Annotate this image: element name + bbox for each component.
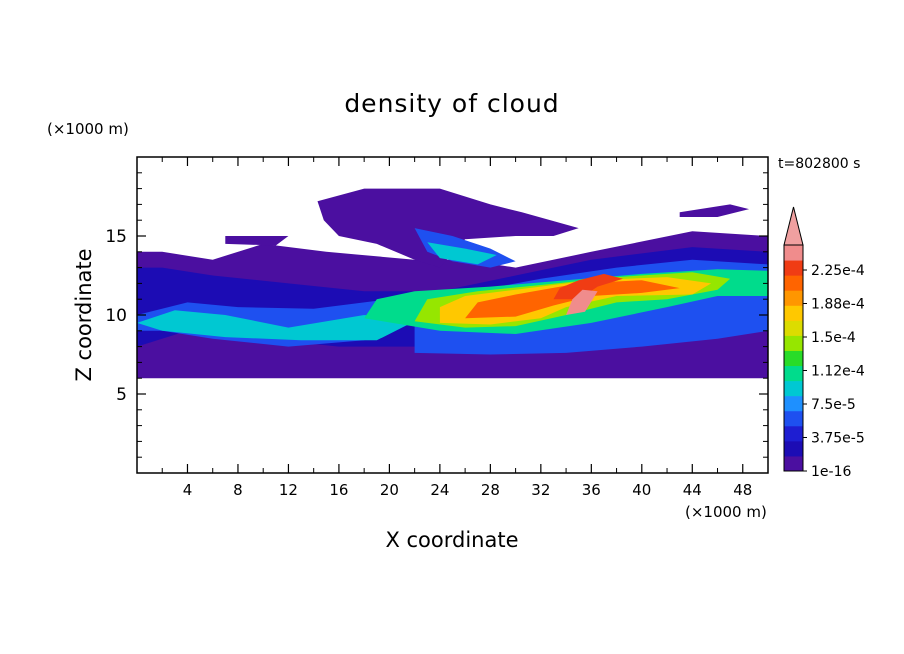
colorbar-swatch bbox=[784, 245, 803, 261]
colorbar-swatch bbox=[784, 350, 803, 367]
x-tick-label: 48 bbox=[733, 481, 752, 499]
colorbar-swatch bbox=[784, 290, 803, 306]
cloud-region bbox=[137, 310, 415, 341]
cloud-region bbox=[225, 236, 289, 246]
colorbar-label: 1.12e-4 bbox=[811, 364, 865, 380]
x-tick-label: 16 bbox=[329, 481, 348, 499]
colorbar-swatch bbox=[784, 320, 803, 336]
y-tick-label: 5 bbox=[116, 385, 127, 405]
colorbar-swatch bbox=[784, 365, 803, 382]
y-axis: 5 10 15 bbox=[105, 172, 768, 458]
cloud-region bbox=[566, 289, 598, 315]
colorbar-label: 3.75e-5 bbox=[811, 431, 865, 447]
x-tick-label: 4 bbox=[183, 481, 193, 499]
colorbar-swatch bbox=[784, 425, 803, 442]
colorbar-label: 2.25e-4 bbox=[811, 263, 865, 279]
x-unit-label: (×1000 m) bbox=[685, 503, 767, 521]
x-tick-label: 8 bbox=[233, 481, 243, 499]
colorbar-swatch bbox=[784, 380, 803, 397]
cloud-region bbox=[427, 242, 497, 265]
x-tick-label: 24 bbox=[430, 481, 449, 499]
colorbar-label: 7.5e-5 bbox=[811, 397, 856, 413]
y-tick-label: 15 bbox=[105, 227, 127, 247]
colorbar-swatch bbox=[784, 395, 803, 412]
x-axis: 4 8 12 16 20 24 28 32 36 40 44 48 bbox=[161, 157, 752, 499]
colorbar-swatch bbox=[784, 455, 803, 472]
x-tick-label: 36 bbox=[582, 481, 601, 499]
x-tick-label: 20 bbox=[380, 481, 399, 499]
y-tick-label: 10 bbox=[105, 306, 127, 326]
colorbar-extend-triangle bbox=[783, 206, 804, 246]
x-axis-label: X coordinate bbox=[385, 528, 518, 552]
x-tick-label: 32 bbox=[531, 481, 550, 499]
cloud-region bbox=[317, 188, 579, 268]
colorbar-swatch bbox=[784, 275, 803, 291]
x-tick-label: 28 bbox=[481, 481, 500, 499]
colorbar-frame bbox=[783, 244, 804, 472]
colorbar-label: 1e-16 bbox=[811, 464, 851, 480]
time-label: t=802800 s bbox=[778, 156, 860, 172]
y-axis-label: Z coordinate bbox=[72, 248, 96, 381]
colorbar-swatch bbox=[784, 440, 803, 457]
cloud-region bbox=[553, 273, 623, 300]
x-tick-label: 40 bbox=[632, 481, 651, 499]
colorbar-label: 1.88e-4 bbox=[811, 297, 865, 313]
x-tick-label: 12 bbox=[279, 481, 298, 499]
y-unit-label: (×1000 m) bbox=[47, 120, 129, 138]
colorbar-swatch bbox=[784, 335, 803, 351]
colorbar-swatch bbox=[784, 305, 803, 321]
colorbar-swatch bbox=[784, 260, 803, 276]
chart-title: density of cloud bbox=[344, 89, 559, 118]
x-tick-label: 44 bbox=[683, 481, 702, 499]
colorbar-label: 1.5e-4 bbox=[811, 330, 856, 346]
colorbar: 2.25e-4 1.88e-4 1.5e-4 1.12e-4 7.5e-5 3.75e-5… bbox=[783, 206, 865, 480]
colorbar-swatch bbox=[784, 410, 803, 427]
plot-area bbox=[137, 188, 768, 379]
cloud-region bbox=[679, 204, 750, 217]
